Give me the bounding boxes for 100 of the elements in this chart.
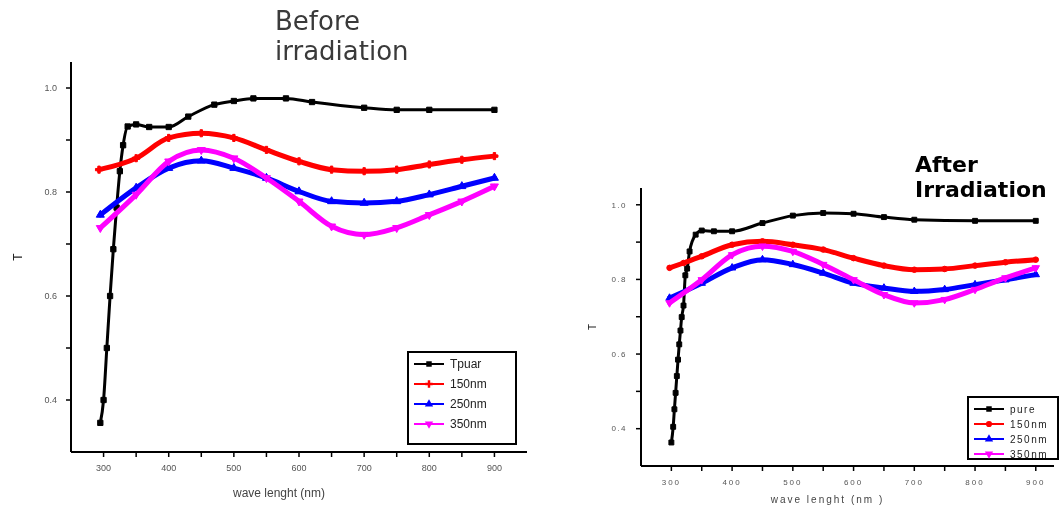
point <box>110 246 117 253</box>
point <box>124 123 131 130</box>
point <box>684 265 691 272</box>
point <box>759 220 766 227</box>
point <box>95 209 105 218</box>
legend-label: 250nm <box>1010 433 1049 445</box>
point <box>491 106 498 113</box>
point <box>308 98 316 106</box>
point <box>426 106 433 113</box>
point <box>675 356 681 363</box>
x-axis-title: wave lenght (nm) <box>231 486 326 500</box>
point <box>230 97 237 105</box>
point <box>670 423 677 430</box>
point <box>1031 265 1040 273</box>
point <box>103 344 110 352</box>
x-tick-label: 300 <box>96 463 112 473</box>
x-tick-label: 600 <box>291 463 307 473</box>
point <box>673 373 680 380</box>
point <box>1032 256 1040 263</box>
point <box>710 228 717 235</box>
point <box>666 264 673 272</box>
point <box>692 231 699 238</box>
point <box>119 142 127 149</box>
chart-title: Before irradiation <box>275 6 409 66</box>
point <box>850 210 857 217</box>
point <box>820 210 827 216</box>
point <box>668 439 675 446</box>
point <box>686 248 693 255</box>
point <box>728 241 736 248</box>
point <box>489 183 499 192</box>
point <box>680 259 687 267</box>
x-tick-label: 800 <box>965 478 985 487</box>
point <box>165 123 172 131</box>
point <box>229 133 238 142</box>
point <box>392 196 402 205</box>
point <box>911 216 918 223</box>
y-axis-title: T <box>11 252 25 261</box>
point <box>680 302 687 309</box>
x-axis-title: wave lenght (nm ) <box>769 494 885 505</box>
point <box>359 231 369 240</box>
point <box>97 419 104 427</box>
x-tick-label: 600 <box>843 478 864 487</box>
x-tick-label: 700 <box>904 478 924 487</box>
point <box>698 253 705 260</box>
legend-label: 350nm <box>1010 448 1049 460</box>
point <box>250 95 257 102</box>
point <box>789 212 796 219</box>
y-tick-label: 1.0 <box>44 83 57 94</box>
point <box>133 121 140 128</box>
point <box>393 106 400 113</box>
y-tick-label: 0.6 <box>44 291 57 302</box>
point <box>106 292 114 300</box>
point <box>971 262 979 269</box>
point <box>327 196 337 205</box>
y-tick-label: 0.6 <box>611 349 627 359</box>
point <box>671 406 678 413</box>
point <box>425 160 434 169</box>
point <box>729 228 736 235</box>
x-tick-label: 700 <box>356 463 372 473</box>
legend-label: 150nm <box>1010 418 1049 430</box>
y-axis-title: T <box>587 323 598 331</box>
point <box>676 341 683 348</box>
point <box>262 145 271 154</box>
y-tick-label: 0.8 <box>44 187 57 198</box>
point <box>1032 217 1039 224</box>
point <box>972 217 978 224</box>
point <box>850 254 857 262</box>
y-tick-label: 0.4 <box>44 395 57 406</box>
legend-label: pure <box>1010 403 1037 415</box>
x-tick-label: 800 <box>421 463 437 473</box>
point <box>910 286 919 295</box>
point <box>758 254 767 263</box>
point <box>941 265 948 273</box>
point <box>185 113 192 120</box>
point <box>282 95 290 102</box>
y-tick-label: 0.4 <box>611 424 627 434</box>
point <box>196 147 206 156</box>
point <box>880 214 887 221</box>
point <box>164 133 173 142</box>
chart-title: After Irradiation <box>915 152 1047 203</box>
point <box>678 314 685 321</box>
point <box>819 246 827 253</box>
point <box>211 101 218 108</box>
point <box>911 266 918 273</box>
point <box>196 155 206 164</box>
x-tick-label: 900 <box>486 463 502 473</box>
y-tick-label: 0.8 <box>611 275 627 285</box>
x-tick-label: 400 <box>722 478 742 487</box>
point <box>361 104 368 111</box>
legend-label: 250nm <box>450 397 487 412</box>
point <box>758 243 767 252</box>
y-tick-label: 1.0 <box>611 200 627 210</box>
point <box>677 327 684 334</box>
legend-label: Tpuar <box>450 357 482 372</box>
point <box>294 157 304 166</box>
point <box>698 227 705 234</box>
point <box>789 241 797 248</box>
point <box>672 389 679 396</box>
point <box>910 300 919 308</box>
x-tick-label: 500 <box>783 478 803 487</box>
